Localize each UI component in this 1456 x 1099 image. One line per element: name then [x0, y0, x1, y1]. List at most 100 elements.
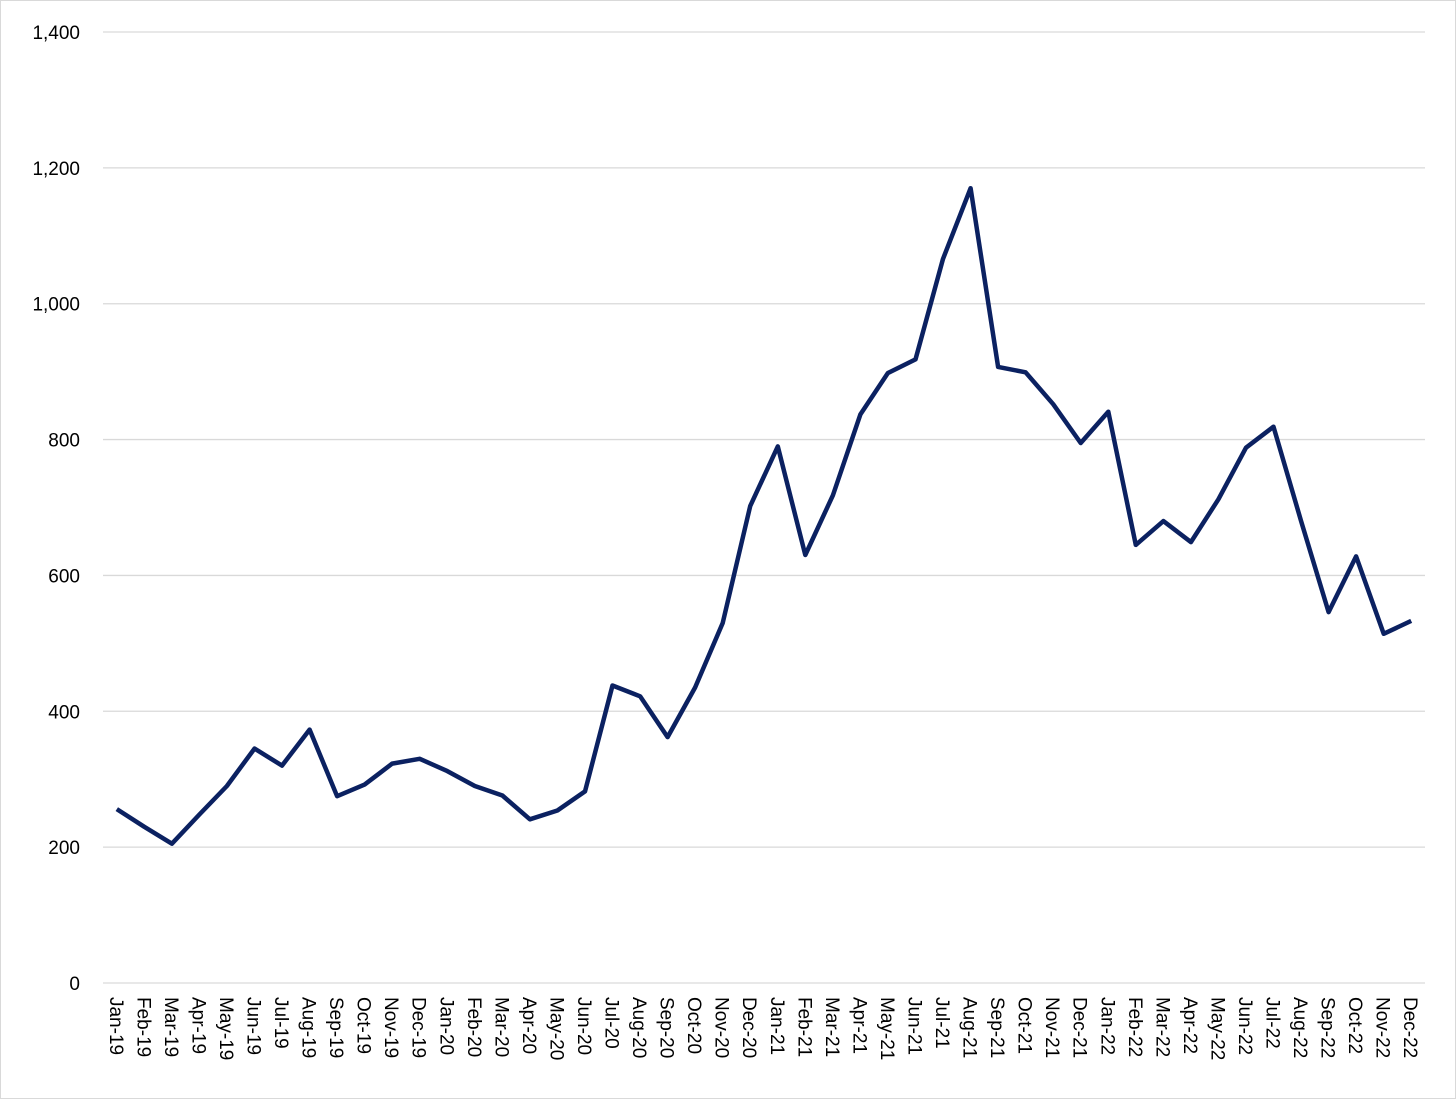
x-tick-label: Jun-21: [903, 997, 924, 1055]
x-tick-label: May-20: [545, 997, 566, 1060]
x-tick-label: Mar-21: [821, 997, 842, 1057]
x-tick-label: Aug-21: [959, 997, 980, 1058]
data-point-Jun-20: [582, 788, 588, 794]
data-point-Feb-20: [472, 783, 478, 789]
data-point-Dec-22: [1408, 618, 1414, 624]
x-tick-label: May-19: [215, 997, 236, 1060]
data-point-Jun-19: [251, 746, 257, 752]
data-point-Sep-20: [665, 734, 671, 740]
x-tick-label: May-21: [876, 997, 897, 1060]
y-tick-label: 1,000: [32, 295, 80, 316]
x-tick-label: Sep-22: [1317, 997, 1338, 1058]
y-tick-label: 1,200: [32, 159, 80, 180]
x-axis-tick-labels: Jan-19 Feb-19 Mar-19 Apr-19 May-19 Jun-19 Jul-…: [105, 997, 1420, 1060]
data-point-Jul-19: [279, 763, 285, 769]
x-tick-label: Nov-19: [380, 997, 401, 1058]
x-tick-label: Dec-21: [1069, 997, 1090, 1058]
x-tick-label: Mar-22: [1151, 997, 1172, 1057]
x-tick-label: Jun-19: [242, 997, 263, 1055]
x-tick-label: Jan-20: [435, 997, 456, 1055]
x-tick-label: Jan-21: [766, 997, 787, 1055]
x-tick-label: Aug-19: [298, 997, 319, 1058]
x-tick-label: Jul-22: [1262, 997, 1283, 1049]
series-line-0: [115, 185, 1413, 846]
x-tick-label: Oct-22: [1344, 997, 1365, 1054]
data-point-Apr-19: [196, 812, 202, 818]
data-point-Jan-21: [775, 443, 781, 449]
x-tick-label: Sep-19: [325, 997, 346, 1058]
data-point-Jan-22: [1105, 409, 1111, 415]
data-point-Aug-20: [637, 693, 643, 699]
data-point-Nov-20: [720, 620, 726, 626]
gridlines: [103, 31, 1425, 984]
data-point-May-20: [554, 807, 560, 813]
data-point-Nov-19: [389, 761, 395, 767]
data-point-Jan-20: [444, 768, 450, 774]
data-point-May-22: [1215, 496, 1221, 502]
series-layer: [114, 185, 1414, 847]
y-tick-label: 800: [48, 431, 80, 452]
data-point-Sep-19: [334, 793, 340, 799]
x-tick-label: Nov-22: [1372, 997, 1393, 1058]
x-tick-label: Dec-22: [1399, 997, 1420, 1058]
data-point-Mar-19: [169, 841, 175, 847]
x-tick-label: Feb-19: [132, 997, 153, 1057]
x-tick-label: Oct-20: [683, 997, 704, 1054]
x-tick-label: Jun-22: [1234, 997, 1255, 1055]
data-point-Oct-19: [362, 782, 368, 788]
data-point-Nov-21: [1050, 401, 1056, 407]
data-point-Dec-19: [417, 756, 423, 762]
y-tick-label: 200: [48, 838, 80, 859]
data-point-Jun-22: [1243, 445, 1249, 451]
x-tick-label: Sep-21: [986, 997, 1007, 1058]
data-point-Oct-21: [1023, 369, 1029, 375]
data-point-Oct-20: [692, 685, 698, 691]
data-point-Jun-21: [912, 356, 918, 362]
x-tick-label: Nov-20: [711, 997, 732, 1058]
data-point-Mar-22: [1160, 518, 1166, 524]
x-tick-label: Oct-19: [353, 997, 374, 1054]
data-point-Aug-19: [307, 727, 313, 733]
x-tick-label: Apr-21: [848, 997, 869, 1054]
x-tick-label: Apr-20: [518, 997, 539, 1054]
y-tick-label: 400: [48, 702, 80, 723]
x-tick-label: Dec-20: [738, 997, 759, 1058]
data-point-May-19: [224, 783, 230, 789]
x-tick-label: Feb-20: [463, 997, 484, 1057]
data-point-Feb-22: [1133, 542, 1139, 548]
x-tick-label: Apr-22: [1179, 997, 1200, 1054]
data-point-Dec-20: [747, 503, 753, 509]
x-tick-label: Mar-20: [490, 997, 511, 1057]
data-point-Jul-20: [610, 682, 616, 688]
x-tick-label: Aug-22: [1289, 997, 1310, 1058]
data-point-Sep-21: [995, 364, 1001, 370]
x-tick-label: Nov-21: [1041, 997, 1062, 1058]
y-tick-label: 0: [69, 974, 80, 995]
x-tick-label: Jun-20: [573, 997, 594, 1055]
x-tick-label: Apr-19: [187, 997, 208, 1054]
data-point-Jan-19: [114, 806, 120, 812]
data-point-Feb-21: [802, 552, 808, 558]
data-point-Mar-20: [499, 793, 505, 799]
x-tick-label: Jul-20: [601, 997, 622, 1049]
data-point-Oct-22: [1353, 553, 1359, 559]
x-tick-label: Aug-20: [628, 997, 649, 1058]
y-tick-label: 1,400: [32, 23, 80, 44]
data-point-Feb-19: [141, 824, 147, 830]
data-point-Apr-20: [527, 816, 533, 822]
x-tick-label: Jul-19: [270, 997, 291, 1049]
x-tick-label: Feb-22: [1124, 997, 1145, 1057]
data-point-Sep-22: [1326, 609, 1332, 615]
x-tick-label: Sep-20: [656, 997, 677, 1058]
data-point-Aug-22: [1298, 518, 1304, 524]
data-point-Jul-22: [1271, 424, 1277, 430]
x-tick-label: Oct-21: [1014, 997, 1035, 1054]
data-point-Apr-21: [857, 411, 863, 417]
data-point-Aug-21: [968, 185, 974, 191]
x-tick-label: Mar-19: [160, 997, 181, 1057]
x-tick-label: Jan-19: [105, 997, 126, 1055]
data-point-May-21: [885, 370, 891, 376]
data-point-Nov-22: [1381, 631, 1387, 637]
x-tick-label: Dec-19: [408, 997, 429, 1058]
